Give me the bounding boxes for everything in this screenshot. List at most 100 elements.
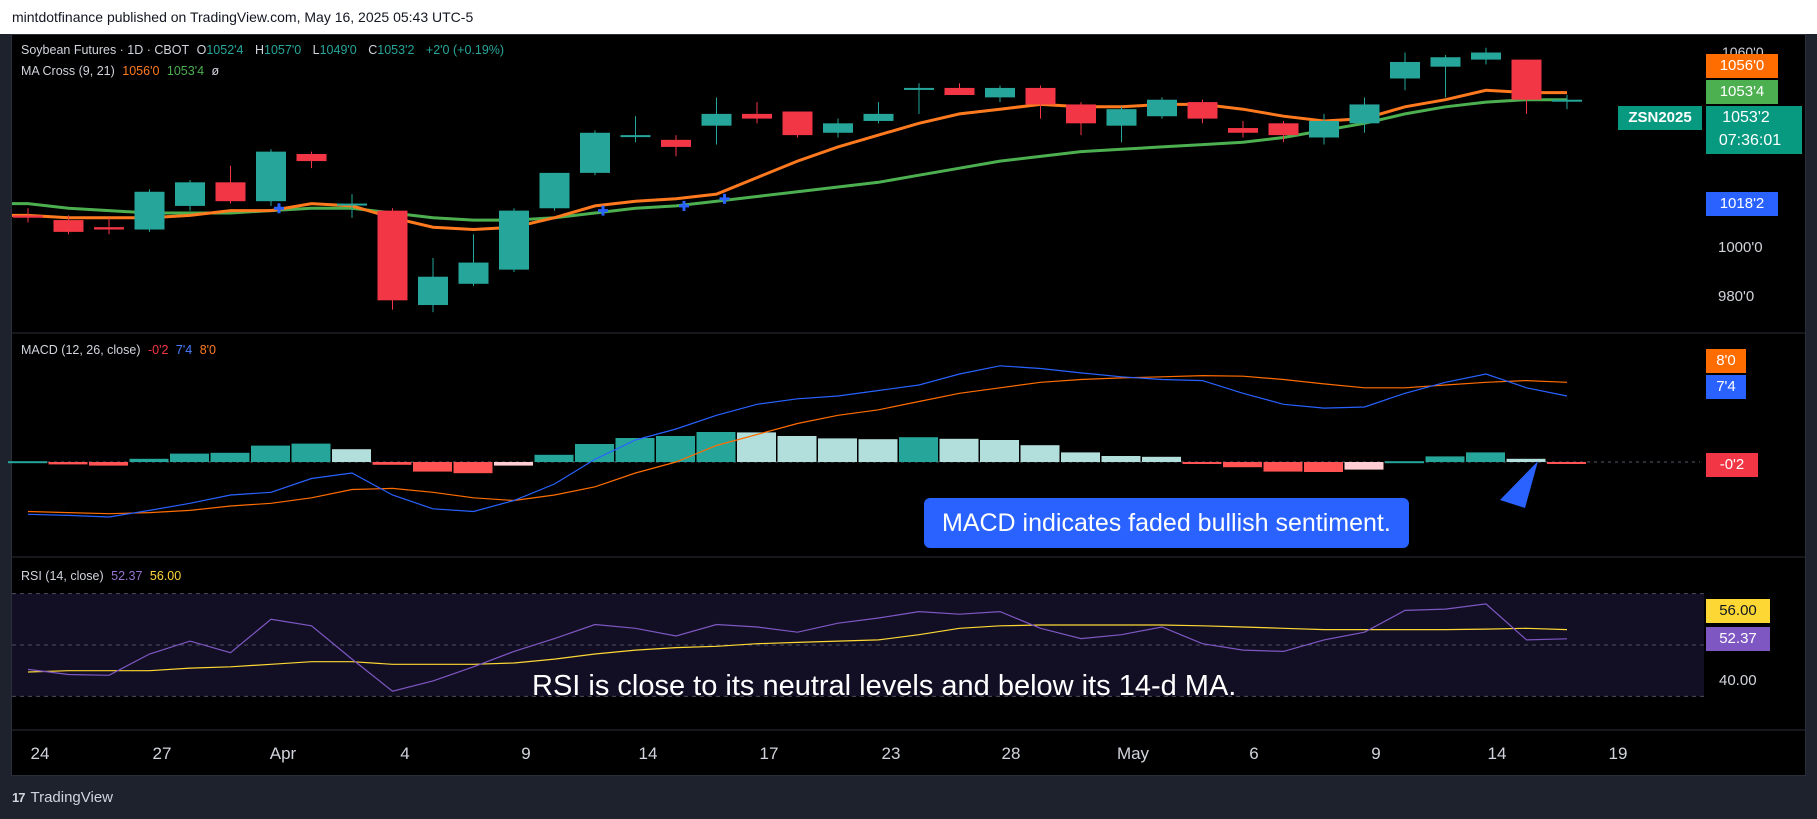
footer: 17 TradingView: [12, 786, 113, 810]
candle: [296, 151, 327, 169]
macd-histogram-bar: [1506, 458, 1546, 462]
close-label: C: [368, 43, 378, 57]
open-label: O: [196, 43, 207, 57]
tradingview-logo-icon: 17: [12, 790, 26, 805]
time-axis-label: 9: [1371, 744, 1381, 763]
macd-histogram-bar: [453, 462, 493, 474]
symbol-tag[interactable]: ZSN2025: [1618, 106, 1702, 130]
time-axis-label: 9: [521, 744, 531, 763]
macd-line-tag: 7'4: [1706, 375, 1746, 399]
rsi-ma-value-legend: 56.00: [149, 569, 182, 583]
candle: [823, 118, 853, 138]
candle: [13, 208, 43, 223]
high-value: 1057'0: [264, 43, 302, 57]
candle-body: [1511, 59, 1542, 100]
macd-histogram-bar: [534, 454, 574, 462]
macd-histogram-bar: [818, 438, 857, 462]
candle: [418, 257, 448, 313]
macd-histogram-bar: [251, 445, 290, 462]
candle: [863, 102, 894, 124]
ma-legend: MA Cross (9, 21) 1056'0 1053'4 ø: [21, 64, 223, 78]
price-axis-label-980: 980'0: [1718, 288, 1755, 305]
candle: [1511, 59, 1542, 114]
candle-body: [13, 215, 43, 218]
macd-histogram-bar: [899, 437, 938, 462]
macd-histogram-bar: [1142, 456, 1181, 462]
change-value: +2'0 (+0.19%): [425, 43, 505, 57]
candle-body: [215, 182, 246, 202]
ma-layer: [12, 88, 1567, 232]
low-value: 1049'0: [319, 43, 357, 57]
macd-histogram-bar: [89, 462, 128, 466]
rsi-annotation[interactable]: RSI is close to its neutral levels and b…: [532, 670, 1237, 702]
candle-body: [337, 203, 367, 206]
ma-fast-price-tag: 1056'0: [1706, 54, 1778, 78]
candle-body: [175, 182, 205, 206]
close-value: 1053'2: [377, 43, 415, 57]
time-axis-label: 19: [1608, 744, 1628, 763]
macd-histogram-bar: [1020, 445, 1060, 462]
rsi-label[interactable]: RSI (14, close): [21, 569, 104, 583]
macd-histogram-bar: [170, 453, 209, 462]
macd-histogram-bar: [696, 432, 736, 462]
candle: [1228, 120, 1258, 138]
macd-signal-line: [27, 374, 1568, 515]
candle-body: [1349, 104, 1380, 124]
candle-body: [1066, 104, 1096, 124]
candle: [1066, 102, 1096, 136]
candle: [134, 189, 165, 232]
macd-histogram-bar: [8, 461, 47, 464]
time-axis-label: 28: [1001, 744, 1021, 763]
macd-histogram-bar: [1101, 456, 1141, 462]
candle-body: [94, 227, 124, 230]
macd-signal-tag: 8'0: [1706, 349, 1746, 373]
macd-histogram-bar: [494, 462, 533, 466]
macd-histogram-bar: [1385, 461, 1424, 464]
ma-label[interactable]: MA Cross (9, 21): [21, 64, 115, 78]
candle-body: [580, 132, 610, 173]
ma-fast-value: 1056'0: [122, 64, 160, 78]
time-axis-label: 4: [400, 744, 410, 763]
macd-histogram-bar: [656, 436, 695, 462]
macd-legend: MACD (12, 26, close) -0'2 7'4 8'0: [21, 343, 220, 357]
candle-body: [1471, 52, 1501, 60]
bar-countdown: 07:36:01: [1718, 132, 1782, 149]
candle-body: [742, 113, 772, 119]
rsi-legend: RSI (14, close) 52.37 56.00: [21, 569, 185, 583]
macd-histogram-bar: [48, 462, 88, 465]
candle-body: [944, 87, 975, 95]
cross-layer: [274, 193, 730, 216]
symbol-name[interactable]: Soybean Futures · 1D · CBOT: [21, 43, 190, 57]
candle: [1187, 99, 1218, 124]
macd-histogram-bar: [615, 438, 655, 462]
time-axis-label: May: [1116, 744, 1150, 763]
candle: [337, 194, 367, 218]
candle: [985, 85, 1015, 103]
candle: [1349, 97, 1380, 133]
macd-histogram-bar: [858, 439, 898, 462]
ma-slow-price-tag: 1053'4: [1706, 80, 1778, 104]
candle-body: [1309, 120, 1339, 138]
macd-histogram-bar: [1263, 462, 1303, 472]
candle: [944, 83, 975, 95]
candle-body: [1106, 109, 1137, 126]
macd-histogram-bar: [939, 438, 979, 462]
candle: [175, 179, 205, 211]
candle: [701, 97, 732, 145]
macd-label[interactable]: MACD (12, 26, close): [21, 343, 141, 357]
rsi-value-legend: 52.37: [111, 569, 143, 583]
candle-body: [661, 139, 691, 147]
candle: [377, 208, 408, 310]
candle: [94, 217, 124, 235]
candle-body: [1268, 123, 1299, 136]
rsi-line: [27, 603, 1568, 692]
ma-cross-marker: [679, 200, 689, 211]
macd-callout[interactable]: MACD indicates faded bullish sentiment.: [924, 498, 1409, 548]
candle-body: [863, 113, 894, 121]
open-value: 1052'4: [206, 43, 244, 57]
candle-body: [53, 220, 84, 232]
macd-histogram-layer: [8, 432, 1586, 474]
macd-histogram-bar: [1061, 452, 1100, 462]
candle: [904, 83, 934, 114]
